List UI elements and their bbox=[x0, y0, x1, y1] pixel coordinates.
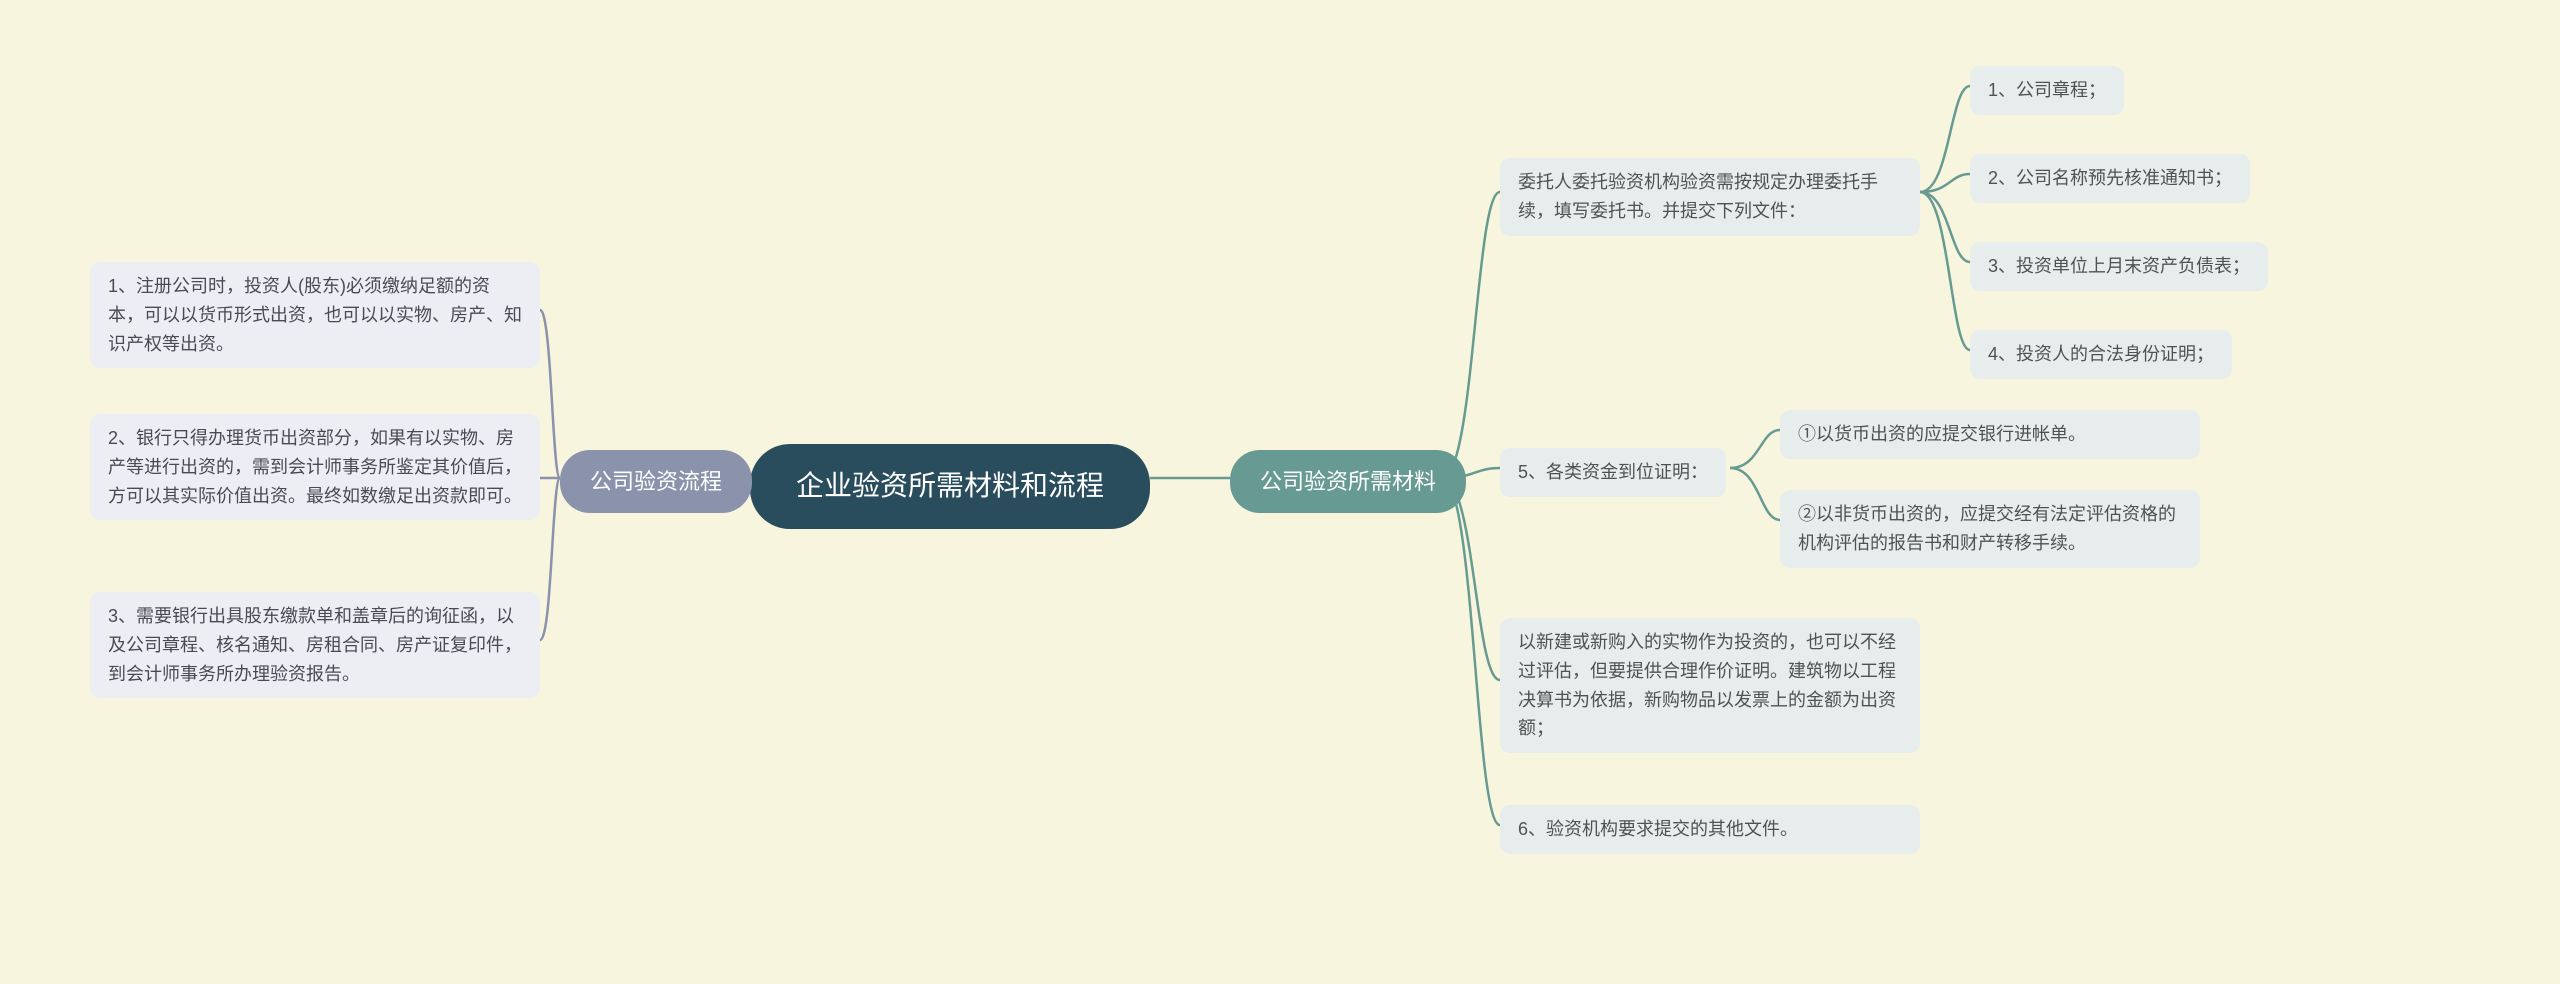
leaf-text: 4、投资人的合法身份证明； bbox=[1988, 340, 2214, 369]
left-main-label: 公司验资流程 bbox=[590, 464, 722, 499]
left-item-2: 2、银行只得办理货币出资部分，如果有以实物、房产等进行出资的，需到会计师事务所鉴… bbox=[90, 414, 540, 520]
leaf-text: ②以非货币出资的，应提交经有法定评估资格的机构评估的报告书和财产转移手续。 bbox=[1798, 500, 2182, 558]
leaf-text: 1、公司章程； bbox=[1988, 76, 2106, 105]
root-node: 企业验资所需材料和流程 bbox=[750, 444, 1150, 529]
right-item-1-child-4: 4、投资人的合法身份证明； bbox=[1970, 330, 2232, 379]
right-item-4: 6、验资机构要求提交的其他文件。 bbox=[1500, 805, 1920, 854]
right-main-node: 公司验资所需材料 bbox=[1230, 450, 1466, 513]
right-item-2: 5、各类资金到位证明： bbox=[1500, 448, 1726, 497]
left-item-3: 3、需要银行出具股东缴款单和盖章后的询征函，以及公司章程、核名通知、房租合同、房… bbox=[90, 592, 540, 698]
left-item-text: 1、注册公司时，投资人(股东)必须缴纳足额的资本，可以以货币形式出资，也可以以实… bbox=[108, 272, 522, 358]
right-item-text: 委托人委托验资机构验资需按规定办理委托手续，填写委托书。并提交下列文件： bbox=[1518, 168, 1902, 226]
right-item-text: 6、验资机构要求提交的其他文件。 bbox=[1518, 815, 1798, 844]
left-item-text: 2、银行只得办理货币出资部分，如果有以实物、房产等进行出资的，需到会计师事务所鉴… bbox=[108, 424, 522, 510]
right-item-2-child-1: ①以货币出资的应提交银行进帐单。 bbox=[1780, 410, 2200, 459]
left-main-node: 公司验资流程 bbox=[560, 450, 752, 513]
right-main-label: 公司验资所需材料 bbox=[1260, 464, 1436, 499]
leaf-text: ①以货币出资的应提交银行进帐单。 bbox=[1798, 420, 2086, 449]
root-label: 企业验资所需材料和流程 bbox=[796, 464, 1104, 509]
right-item-1-child-1: 1、公司章程； bbox=[1970, 66, 2124, 115]
right-item-1-child-3: 3、投资单位上月末资产负债表； bbox=[1970, 242, 2268, 291]
leaf-text: 3、投资单位上月末资产负债表； bbox=[1988, 252, 2250, 281]
left-item-text: 3、需要银行出具股东缴款单和盖章后的询征函，以及公司章程、核名通知、房租合同、房… bbox=[108, 602, 522, 688]
leaf-text: 2、公司名称预先核准通知书； bbox=[1988, 164, 2232, 193]
right-item-1-child-2: 2、公司名称预先核准通知书； bbox=[1970, 154, 2250, 203]
right-item-text: 5、各类资金到位证明： bbox=[1518, 458, 1708, 487]
right-item-1: 委托人委托验资机构验资需按规定办理委托手续，填写委托书。并提交下列文件： bbox=[1500, 158, 1920, 236]
right-item-3: 以新建或新购入的实物作为投资的，也可以不经过评估，但要提供合理作价证明。建筑物以… bbox=[1500, 618, 1920, 753]
left-item-1: 1、注册公司时，投资人(股东)必须缴纳足额的资本，可以以货币形式出资，也可以以实… bbox=[90, 262, 540, 368]
right-item-text: 以新建或新购入的实物作为投资的，也可以不经过评估，但要提供合理作价证明。建筑物以… bbox=[1518, 628, 1902, 743]
right-item-2-child-2: ②以非货币出资的，应提交经有法定评估资格的机构评估的报告书和财产转移手续。 bbox=[1780, 490, 2200, 568]
